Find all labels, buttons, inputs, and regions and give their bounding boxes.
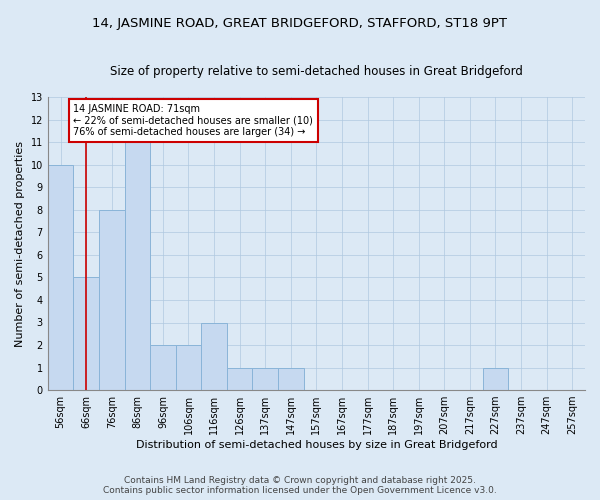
Bar: [482, 368, 508, 390]
Bar: [227, 368, 253, 390]
X-axis label: Distribution of semi-detached houses by size in Great Bridgeford: Distribution of semi-detached houses by …: [136, 440, 497, 450]
Title: Size of property relative to semi-detached houses in Great Bridgeford: Size of property relative to semi-detach…: [110, 65, 523, 78]
Bar: [99, 210, 125, 390]
Bar: [278, 368, 304, 390]
Bar: [176, 345, 201, 390]
Bar: [125, 142, 150, 390]
Y-axis label: Number of semi-detached properties: Number of semi-detached properties: [15, 140, 25, 346]
Text: 14, JASMINE ROAD, GREAT BRIDGEFORD, STAFFORD, ST18 9PT: 14, JASMINE ROAD, GREAT BRIDGEFORD, STAF…: [92, 18, 508, 30]
Bar: [48, 165, 73, 390]
Text: 14 JASMINE ROAD: 71sqm
← 22% of semi-detached houses are smaller (10)
76% of sem: 14 JASMINE ROAD: 71sqm ← 22% of semi-det…: [73, 104, 313, 137]
Bar: [73, 278, 99, 390]
Bar: [253, 368, 278, 390]
Bar: [201, 322, 227, 390]
Text: Contains HM Land Registry data © Crown copyright and database right 2025.
Contai: Contains HM Land Registry data © Crown c…: [103, 476, 497, 495]
Bar: [150, 345, 176, 390]
